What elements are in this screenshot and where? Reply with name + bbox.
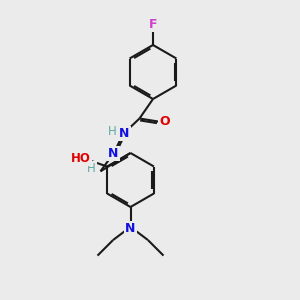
Text: H: H: [108, 124, 117, 138]
Text: N: N: [108, 147, 118, 160]
Text: N: N: [119, 127, 130, 140]
Text: N: N: [125, 221, 136, 235]
Text: H: H: [87, 162, 96, 175]
Text: O: O: [159, 115, 170, 128]
Text: F: F: [149, 17, 157, 31]
Text: HO: HO: [71, 152, 91, 165]
